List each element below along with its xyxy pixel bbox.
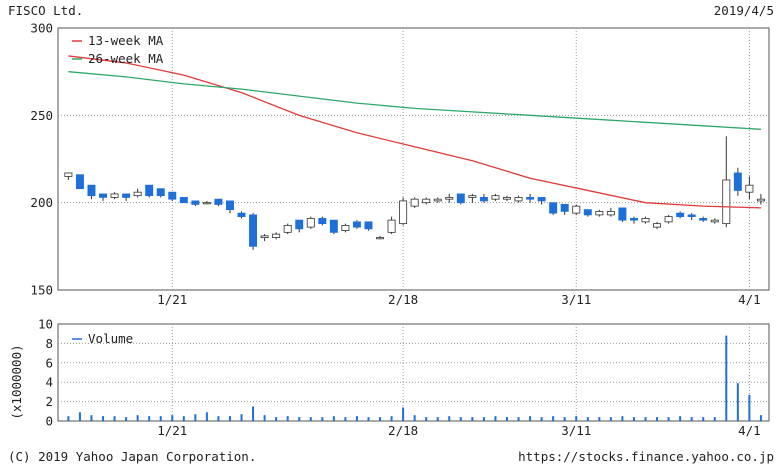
price-x-tick-label: 3/11 xyxy=(561,292,591,307)
price-tick-label: 250 xyxy=(30,108,53,123)
candle-body xyxy=(352,221,361,228)
candle-body xyxy=(364,221,373,230)
candle-body xyxy=(87,184,96,197)
candle-body xyxy=(122,193,131,198)
candle-body xyxy=(410,198,419,207)
volume-x-tick-label: 1/21 xyxy=(157,423,187,438)
volume-tick-label: 6 xyxy=(45,355,53,370)
price-legend: 13-week MA 26-week MA xyxy=(72,33,164,66)
candle-body xyxy=(168,191,177,200)
candle-body xyxy=(537,197,546,202)
candle-body xyxy=(560,204,569,212)
ma13-line xyxy=(68,55,761,209)
price-tick-label: 150 xyxy=(30,283,53,298)
price-x-tick-label: 2/18 xyxy=(388,292,418,307)
candle-body xyxy=(595,210,604,216)
candle-body xyxy=(433,198,442,202)
candle-body xyxy=(341,224,350,232)
price-tick-label: 300 xyxy=(30,21,53,36)
candle-body xyxy=(583,209,592,216)
candle-body xyxy=(514,197,523,202)
candle-body xyxy=(75,174,84,190)
copyright-text: (C) 2019 Yahoo Japan Corporation. xyxy=(8,449,256,464)
candle-body xyxy=(468,195,477,198)
candle-body xyxy=(306,217,315,228)
candle-body xyxy=(641,217,650,223)
ma26-line xyxy=(68,71,761,130)
candle-body xyxy=(572,205,581,214)
candle-body xyxy=(745,184,754,193)
candle-body xyxy=(329,219,338,233)
source-url[interactable]: https://stocks.finance.yahoo.co.jp xyxy=(518,449,774,464)
candle-body xyxy=(676,212,685,218)
candle-body xyxy=(653,223,662,228)
candle-body xyxy=(491,195,500,200)
candle-body xyxy=(156,188,165,197)
candle-body xyxy=(664,216,673,223)
candle-body xyxy=(226,200,234,211)
volume-tick-label: 2 xyxy=(45,394,53,409)
candle-body xyxy=(629,217,638,221)
candle-body xyxy=(249,214,258,247)
candle-body xyxy=(295,219,304,230)
candle-body xyxy=(710,219,719,223)
candle-body xyxy=(549,202,558,214)
price-x-tick-label: 1/21 xyxy=(157,292,187,307)
candle-body xyxy=(422,198,431,204)
legend-volume: Volume xyxy=(88,331,133,346)
candle-body xyxy=(110,193,119,198)
price-frame xyxy=(57,27,770,291)
price-tick-label: 200 xyxy=(30,195,53,210)
candle-body xyxy=(606,210,615,216)
candle-body xyxy=(179,197,188,204)
volume-x-tick-label: 2/18 xyxy=(388,423,418,438)
candle-body xyxy=(376,237,385,240)
volume-panel: 0 2 4 6 8 10 1/21 2/18 3/11 4/1 xyxy=(38,317,770,438)
volume-frame xyxy=(57,323,770,422)
candle-body xyxy=(618,207,627,221)
candle-body xyxy=(99,193,107,198)
candle-body xyxy=(214,198,223,205)
candle-body xyxy=(318,217,327,225)
legend-13-week-ma: 13-week MA xyxy=(88,33,164,48)
candle-body xyxy=(191,200,200,205)
candle-body xyxy=(722,179,731,225)
candle-body xyxy=(445,197,454,200)
candle-body xyxy=(145,184,154,197)
volume-x-tick-label: 4/1 xyxy=(738,423,761,438)
candle-body xyxy=(503,197,511,200)
candle-body xyxy=(756,198,765,202)
candle-body xyxy=(687,214,696,218)
candle-body xyxy=(479,197,488,202)
candle-body xyxy=(64,172,73,177)
candle-body xyxy=(133,191,142,197)
price-x-tick-label: 4/1 xyxy=(738,292,761,307)
volume-x-tick-label: 3/11 xyxy=(561,423,591,438)
company-name: FISCO Ltd. xyxy=(8,3,83,18)
candle-body xyxy=(733,172,742,191)
chart-date: 2019/4/5 xyxy=(714,3,774,18)
volume-tick-label: 4 xyxy=(45,375,53,390)
candle-body xyxy=(699,217,708,221)
candle-body xyxy=(526,197,535,200)
volume-tick-label: 0 xyxy=(45,414,53,429)
candle-body xyxy=(456,193,465,204)
legend-26-week-ma: 26-week MA xyxy=(88,51,164,66)
volume-tick-label: 8 xyxy=(45,336,53,351)
volume-tick-label: 10 xyxy=(38,317,53,332)
candle-body xyxy=(202,202,211,205)
candle-body xyxy=(283,224,292,233)
price-panel: 150 200 250 300 1/21 2/18 3/11 4/1 xyxy=(30,21,770,307)
candle-body xyxy=(387,219,396,233)
volume-axis-label: (x1000000) xyxy=(9,344,24,419)
candle-body xyxy=(399,200,408,225)
candle-body xyxy=(237,212,246,218)
candle-body xyxy=(272,233,281,239)
volume-legend: Volume xyxy=(72,331,133,346)
candle-body xyxy=(260,235,269,238)
